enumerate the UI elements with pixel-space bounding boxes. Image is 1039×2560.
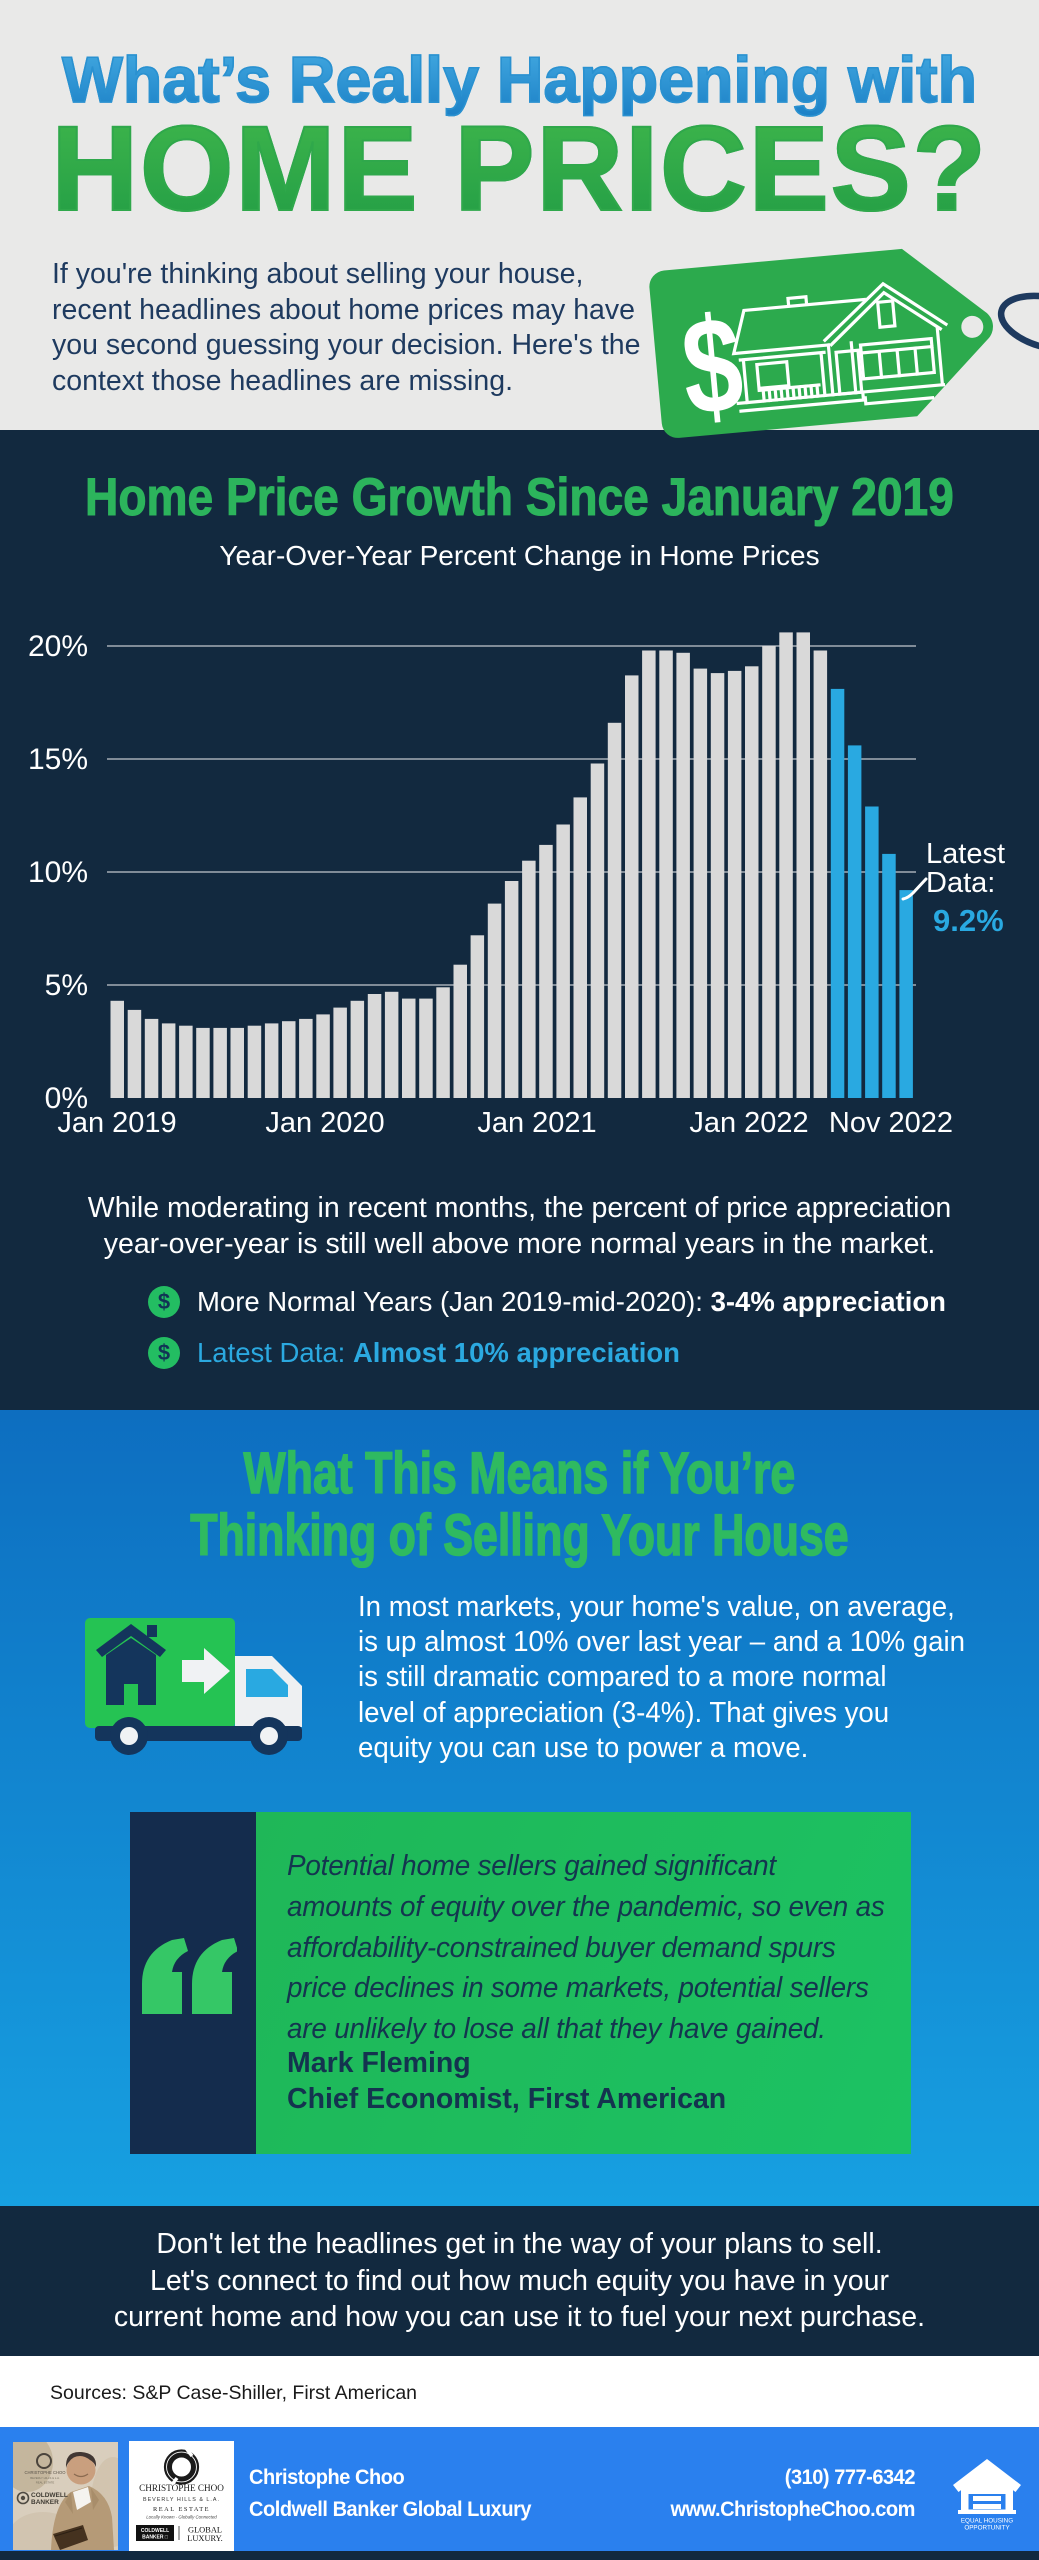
svg-text:REAL ESTATE: REAL ESTATE (36, 2481, 55, 2485)
svg-text:GLOBAL: GLOBAL (188, 2526, 222, 2535)
svg-text:CHRISTOPHE CHOO: CHRISTOPHE CHOO (24, 2470, 66, 2475)
svg-text:BEVERLY HILLS & L.A.: BEVERLY HILLS & L.A. (30, 2476, 60, 2480)
svg-text:COLDWELL: COLDWELL (31, 2492, 68, 2499)
svg-text:CHRISTOPHE CHOO: CHRISTOPHE CHOO (139, 2483, 224, 2493)
svg-text:$: $ (676, 288, 748, 444)
svg-text:Locally Known - Globally Conne: Locally Known - Globally Connected (146, 2515, 217, 2520)
svg-text:LUXURY.: LUXURY. (187, 2534, 222, 2543)
svg-text:BANKER □: BANKER □ (142, 2535, 168, 2541)
svg-text:BANKER: BANKER (31, 2499, 59, 2506)
svg-text:REAL ESTATE: REAL ESTATE (153, 2506, 210, 2513)
svg-text:OPPORTUNITY: OPPORTUNITY (964, 2525, 1010, 2531)
svg-text:EQUAL HOUSING: EQUAL HOUSING (961, 2518, 1013, 2525)
svg-text:BEVERLY HILLS & L.A.: BEVERLY HILLS & L.A. (143, 2497, 220, 2503)
svg-text:COLDWELL: COLDWELL (141, 2528, 169, 2534)
